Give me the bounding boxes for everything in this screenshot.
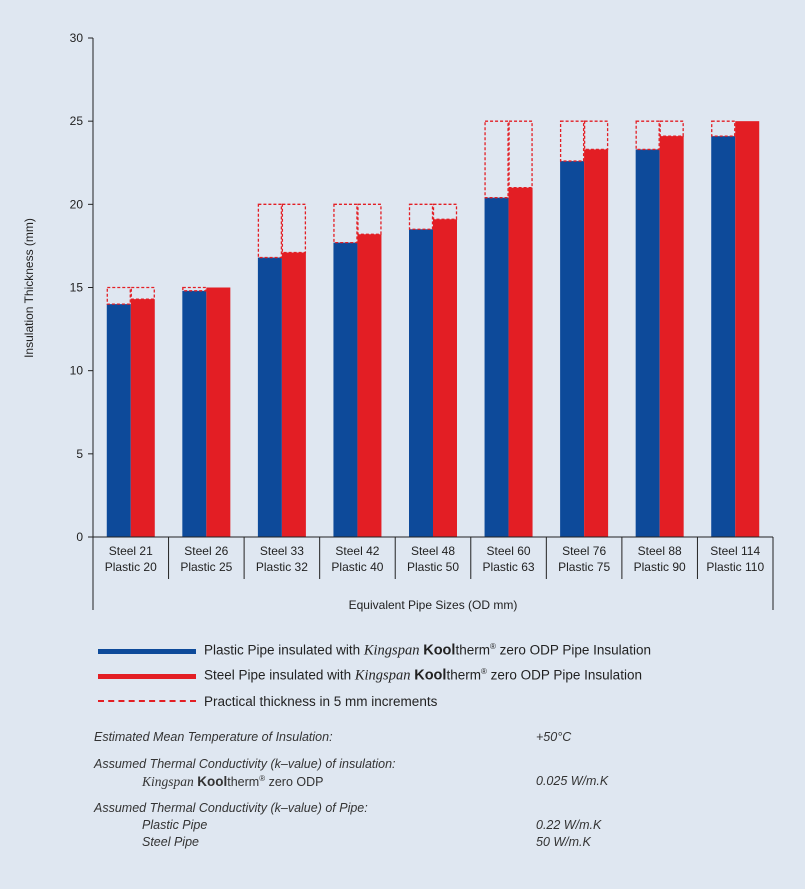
practical-outline-plastic xyxy=(182,286,207,292)
notes: Estimated Mean Temperature of Insulation… xyxy=(94,730,774,852)
bar-plastic xyxy=(257,257,282,537)
note-insulation-value: Kingspan Kooltherm® zero ODP 0.025 W/m.K xyxy=(142,774,609,790)
practical-outline-plastic xyxy=(106,286,131,305)
x-tick-label-plastic: Plastic 110 xyxy=(706,560,764,574)
legend-item-steel: Steel Pipe insulated with Kingspan Koolt… xyxy=(98,665,651,687)
bar-steel xyxy=(433,219,457,537)
note-steel: Steel Pipe 50 W/m.K xyxy=(142,835,591,849)
bar-plastic xyxy=(484,197,509,537)
note-pipe-label: Assumed Thermal Conductivity (k–value) o… xyxy=(94,801,368,815)
x-tick-label-steel: Steel 48 xyxy=(411,544,455,558)
legend-swatch-steel xyxy=(98,673,196,679)
y-tick-label: 25 xyxy=(70,114,84,128)
bar-plastic xyxy=(106,304,131,537)
legend: Plastic Pipe insulated with Kingspan Koo… xyxy=(98,640,651,715)
y-tick-label: 30 xyxy=(70,31,84,45)
practical-outline-plastic xyxy=(635,120,660,151)
y-tick-label: 0 xyxy=(76,530,83,544)
practical-outline-plastic xyxy=(711,120,736,137)
x-tick-label-steel: Steel 21 xyxy=(109,544,153,558)
practical-outline-steel xyxy=(357,203,382,235)
x-tick-label-steel: Steel 76 xyxy=(562,544,606,558)
practical-outline-steel xyxy=(130,286,155,300)
y-tick-label: 10 xyxy=(70,364,84,378)
bar-steel xyxy=(659,136,684,538)
x-tick-label-plastic: Plastic 25 xyxy=(180,560,232,574)
bar-steel xyxy=(584,149,609,537)
x-tick-label-plastic: Plastic 90 xyxy=(634,560,686,574)
bar-plastic xyxy=(560,161,585,537)
practical-outline-steel xyxy=(432,203,458,220)
x-tick-label-plastic: Plastic 63 xyxy=(483,560,535,574)
practical-outline-plastic xyxy=(559,120,585,162)
practical-outline-steel xyxy=(659,120,684,137)
practical-outline-plastic xyxy=(257,203,283,259)
bar-plastic xyxy=(711,136,736,538)
bar-steel xyxy=(206,287,231,537)
bar-plastic xyxy=(409,229,433,538)
x-tick-label-steel: Steel 42 xyxy=(335,544,379,558)
x-tick-label-steel: Steel 114 xyxy=(710,544,760,558)
x-axis-label: Equivalent Pipe Sizes (OD mm) xyxy=(349,598,518,612)
practical-outline-steel xyxy=(583,120,609,151)
legend-text-plastic: Plastic Pipe insulated with Kingspan Koo… xyxy=(204,642,651,659)
bar-plastic xyxy=(635,149,660,537)
x-tick-label-steel: Steel 88 xyxy=(638,544,682,558)
legend-item-practical: Practical thickness in 5 mm increments xyxy=(98,690,651,712)
bar-plastic xyxy=(333,242,358,537)
note-insulation-label: Assumed Thermal Conductivity (k–value) o… xyxy=(94,757,396,771)
note-plastic: Plastic Pipe 0.22 W/m.K xyxy=(142,818,602,832)
bar-chart: 0 5 10 15 20 25 30 Steel 21 Plastic 20 Steel 26 Pl… xyxy=(22,31,774,612)
practical-outline-steel xyxy=(281,203,307,254)
practical-outline-plastic xyxy=(408,203,434,230)
x-tick-label-plastic: Plastic 32 xyxy=(256,560,308,574)
legend-text-steel: Steel Pipe insulated with Kingspan Koolt… xyxy=(204,667,642,684)
x-tick-label-plastic: Plastic 50 xyxy=(407,560,459,574)
y-tick-label: 20 xyxy=(70,197,84,211)
y-axis-label: Insulation Thickness (mm) xyxy=(22,218,36,358)
legend-text-practical: Practical thickness in 5 mm increments xyxy=(204,693,438,709)
x-tick-label-plastic: Plastic 75 xyxy=(558,560,610,574)
practical-outline-plastic xyxy=(333,203,358,244)
legend-swatch-plastic xyxy=(98,648,196,654)
y-tick-label: 5 xyxy=(76,447,83,461)
x-tick-label-steel: Steel 26 xyxy=(184,544,228,558)
bar-steel xyxy=(508,187,533,537)
x-tick-label-steel: Steel 60 xyxy=(487,544,531,558)
legend-item-plastic: Plastic Pipe insulated with Kingspan Koo… xyxy=(98,640,651,662)
x-tick-label-plastic: Plastic 40 xyxy=(331,560,383,574)
practical-outline-steel xyxy=(508,120,533,189)
x-tick-label-plastic: Plastic 20 xyxy=(105,560,157,574)
y-tick-label: 15 xyxy=(70,281,84,295)
bar-plastic xyxy=(182,290,207,537)
x-tick-label-steel: Steel 33 xyxy=(260,544,304,558)
bar-steel xyxy=(735,121,760,538)
bar-steel xyxy=(281,252,306,537)
practical-outline-plastic xyxy=(484,120,509,199)
legend-dash-practical xyxy=(98,700,196,702)
bar-steel xyxy=(130,299,155,537)
bar-steel xyxy=(357,234,382,538)
note-temperature: Estimated Mean Temperature of Insulation… xyxy=(94,730,572,744)
